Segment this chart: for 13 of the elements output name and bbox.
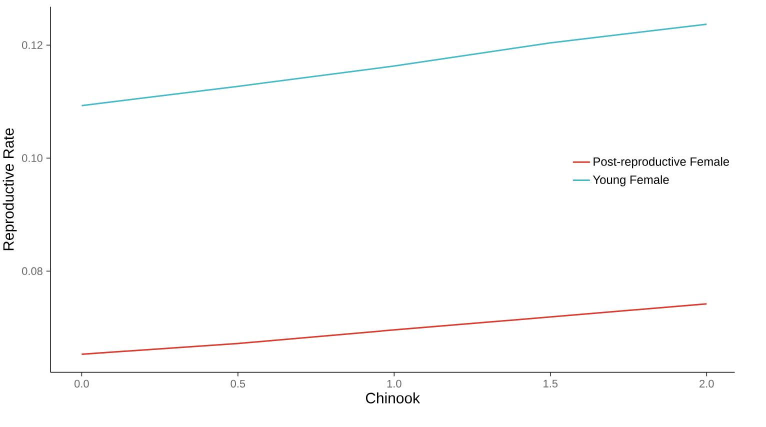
line-series <box>80 23 708 106</box>
x-tick-label: 2.0 <box>700 380 714 388</box>
legend-label: Post-reproductive Female <box>594 157 730 168</box>
y-tick-label: 0.10 <box>22 154 42 162</box>
x-axis-title: Chinook <box>366 392 420 404</box>
y-tick-label: 0.08 <box>22 267 42 276</box>
y-axis-title: Reproductive Rate <box>2 128 17 250</box>
x-tick-label: 1.5 <box>544 380 558 388</box>
x-tick-label: 0.5 <box>230 380 246 388</box>
y-tick-label: 0.12 <box>22 41 42 50</box>
legend-label: Young Female <box>592 175 669 186</box>
x-tick-label: 1.0 <box>387 380 402 388</box>
x-tick-label: 0.0 <box>74 380 89 388</box>
